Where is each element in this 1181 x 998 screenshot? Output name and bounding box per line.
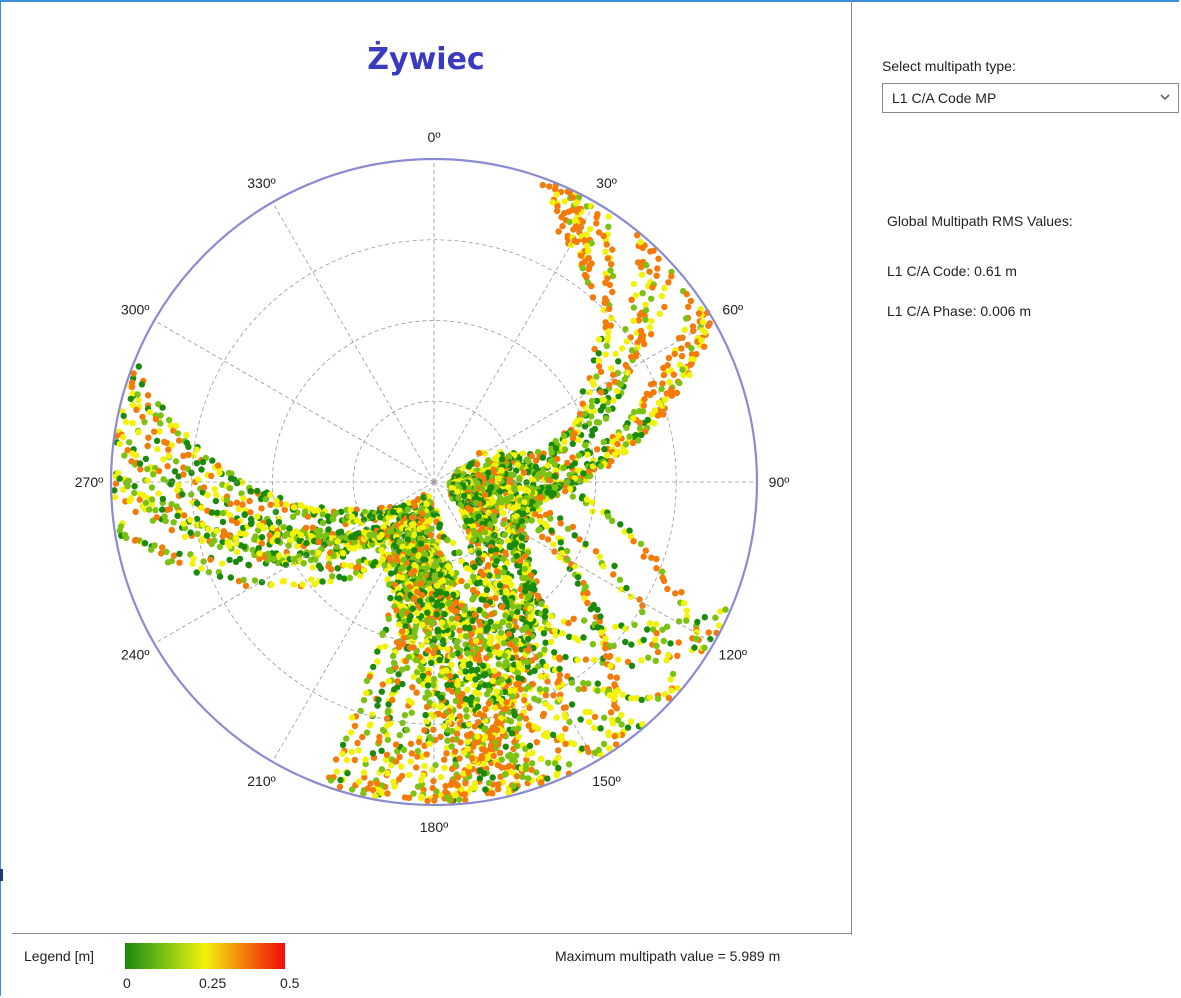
rms-heading: Global Multipath RMS Values: (887, 213, 1073, 229)
azimuth-spoke (272, 481, 435, 762)
plot-title: Żywiec (367, 42, 485, 77)
rms-phase-value: L1 C/A Phase: 0.006 m (887, 303, 1031, 319)
elevation-ring (191, 239, 677, 725)
angle-label: 0º (428, 129, 441, 145)
skyplot-panel: Żywiec 0º 30º 60º 90º 120º 150º 180º 210º 240º 27… (12, 0, 852, 935)
polar-skyplot: 0º 30º 60º 90º 120º 150º 180º 210º 240º 270º 300º 3… (75, 129, 790, 835)
legend-color-bar (125, 943, 285, 969)
multipath-type-select[interactable]: L1 C/A Code MP (882, 83, 1179, 113)
multipath-points (111, 181, 729, 805)
angle-label: 90º (769, 474, 790, 490)
horizon-circle (109, 157, 759, 807)
angle-labels: 0º 30º 60º 90º 120º 150º 180º 210º 240º 270º 300º 3… (75, 129, 790, 835)
azimuth-spoke (433, 481, 714, 644)
panel-divider (12, 933, 852, 934)
angle-label: 150º (592, 773, 620, 789)
rms-code-value: L1 C/A Code: 0.61 m (887, 263, 1017, 279)
angle-label: 30º (596, 175, 617, 191)
angle-label: 300º (121, 302, 149, 318)
select-multipath-label: Select multipath type: (882, 58, 1016, 74)
azimuth-spoke (433, 481, 596, 762)
legend-tick-max: 0.5 (280, 975, 300, 991)
angle-label: 180º (420, 819, 448, 835)
chevron-down-icon (1160, 94, 1170, 101)
angle-label: 330º (247, 175, 275, 191)
edge-mark (0, 869, 3, 881)
angle-label: 120º (719, 647, 747, 663)
angle-label: 270º (75, 474, 103, 490)
azimuth-spoke (272, 202, 435, 483)
azimuth-spoke (154, 320, 435, 483)
legend-label: Legend [m] (24, 948, 95, 964)
legend-tick-mid: 0.25 (199, 975, 227, 991)
angle-label: 210º (247, 773, 275, 789)
polar-grid (109, 157, 759, 807)
max-multipath-value: Maximum multipath value = 5.989 m (555, 948, 781, 964)
azimuth-spoke (154, 481, 435, 644)
angle-label: 240º (121, 647, 149, 663)
azimuth-spoke (433, 202, 596, 483)
legend-tick-min: 0 (123, 975, 131, 991)
azimuth-spoke (433, 320, 714, 483)
angle-label: 60º (722, 302, 743, 318)
multipath-type-value: L1 C/A Code MP (892, 90, 997, 106)
